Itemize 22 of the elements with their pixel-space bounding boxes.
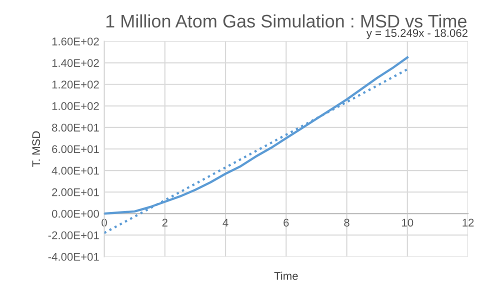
- y-tick-label: -2.00E+01: [48, 231, 99, 240]
- chart-title: 1 Million Atom Gas Simulation : MSD vs Time: [106, 14, 466, 28]
- y-tick-label: -4.00E+01: [48, 252, 99, 261]
- x-tick-label: 0: [102, 218, 107, 227]
- text: y = 15.249x - 18.062: [366, 29, 468, 40]
- x-tick-label: 4: [222, 218, 228, 226]
- y-tick-label: 8.00E+01: [52, 124, 99, 132]
- x-tick-label: 12: [462, 218, 474, 226]
- y-tick-label: 0.00E+00: [52, 210, 99, 218]
- y-tick-label: 1.00E+02: [52, 102, 99, 110]
- y-tick-label: 1.20E+02: [52, 80, 99, 89]
- x-tick-label: 2: [162, 218, 168, 226]
- y-tick-label: 2.00E+01: [52, 188, 99, 196]
- y-tick-label: 1.40E+02: [52, 59, 99, 67]
- x-tick-label: 6: [284, 218, 289, 227]
- x-tick-label: 8: [344, 218, 350, 227]
- y-tick-label: 4.00E+01: [52, 166, 99, 175]
- y-tick-label: 1.60E+02: [52, 38, 99, 46]
- x-axis-title: Time: [274, 272, 298, 280]
- y-tick-label: 6.00E+01: [52, 145, 99, 154]
- y-axis-title: T. MSD: [32, 131, 40, 167]
- x-tick-label: 10: [402, 218, 414, 227]
